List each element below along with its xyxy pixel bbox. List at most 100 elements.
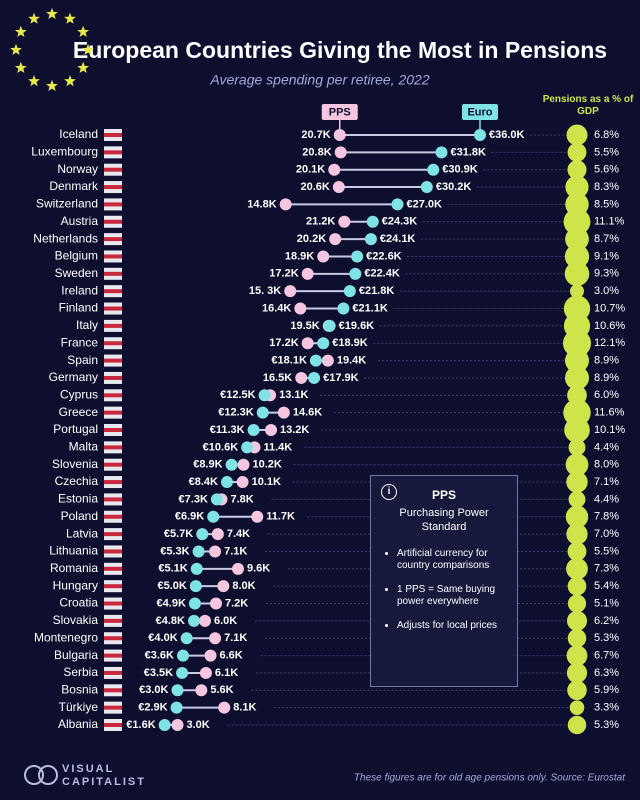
gdp-label: 8.9% (594, 354, 619, 366)
flag-stripe (104, 341, 122, 346)
flag-stripe (104, 480, 122, 485)
euro-label: €6.9K (175, 511, 204, 523)
gdp-label: 8.7% (594, 233, 619, 245)
country-label: Luxembourg (31, 145, 98, 159)
star (46, 79, 58, 91)
euro-dot (189, 580, 202, 593)
gdp-label: 3.0% (594, 285, 619, 297)
gdp-bubble (563, 329, 591, 358)
gdp-bubble (567, 142, 587, 162)
pps-dot (328, 163, 341, 176)
legend-header: Pensions as a % of GDP (542, 94, 634, 117)
flag-stripe (104, 167, 122, 172)
pps-label: 18.9K (285, 250, 314, 262)
euro-dot (171, 684, 184, 697)
country-label: Denmark (49, 179, 99, 193)
country-label: Norway (57, 162, 98, 176)
gdp-bubble (570, 284, 584, 299)
pps-label: 3.0K (187, 719, 210, 731)
flag (104, 476, 122, 489)
euro-label: €30.2K (436, 181, 472, 193)
star (28, 12, 40, 24)
pps-dot (317, 250, 330, 263)
euro-dot (309, 354, 322, 367)
flag (104, 614, 122, 627)
pps-label: 9.6K (247, 563, 270, 575)
gdp-label: 6.7% (594, 649, 619, 661)
pps-dot (232, 562, 244, 575)
star (14, 25, 27, 37)
gdp-bubble (566, 557, 588, 580)
gdp-bubble (565, 505, 589, 529)
pps-dot (217, 580, 230, 593)
euro-dot (323, 319, 336, 332)
euro-label: €22.4K (364, 268, 400, 280)
euro-dot (308, 371, 321, 384)
country-label: Hungary (53, 578, 98, 592)
gdp-label: 8.5% (594, 198, 619, 210)
country-label: Netherlands (33, 231, 98, 245)
euro-dot (337, 302, 350, 315)
legend-swatch (462, 104, 498, 120)
flag (104, 632, 122, 645)
gdp-label: 6.8% (594, 129, 619, 141)
pps-label: 7.1K (224, 632, 247, 644)
star (64, 12, 76, 24)
country-label: Cyprus (60, 387, 98, 401)
flag-stripe (104, 358, 122, 363)
country-label: Germany (49, 370, 98, 384)
logo-text: CAPITALIST (62, 776, 146, 788)
pps-dot (321, 354, 334, 367)
gdp-bubble (568, 438, 586, 456)
flag-stripe (104, 532, 122, 537)
country-label: Montenegro (34, 630, 98, 644)
flag-stripe (104, 445, 122, 450)
flag (104, 424, 122, 436)
pps-label: 16.5K (263, 372, 292, 384)
euro-label: €18.1K (271, 354, 307, 366)
gdp-bubble (566, 471, 588, 493)
pps-dot (237, 458, 250, 471)
euro-label: €12.3K (218, 407, 254, 419)
flag (104, 719, 122, 731)
flag (104, 285, 122, 298)
gdp-bubble (567, 594, 587, 613)
star (82, 43, 94, 55)
pps-label: 19.5K (290, 320, 319, 332)
gdp-bubble (564, 261, 590, 287)
gdp-label: 10.7% (594, 302, 625, 314)
flag-stripe (104, 618, 122, 623)
euro-dot (176, 666, 189, 679)
pps-dot (204, 649, 217, 662)
pps-label: 6.1K (215, 667, 238, 679)
flag-stripe (104, 410, 122, 415)
euro-label: €17.9K (323, 372, 359, 384)
country-label: Ireland (61, 283, 98, 297)
chart-title: European Countries Giving the Most in Pe… (73, 37, 607, 63)
gdp-label: 5.5% (594, 146, 619, 158)
star (64, 75, 76, 87)
pps-label: 20.1K (296, 164, 325, 176)
euro-dot (158, 719, 171, 731)
pps-dot (211, 528, 224, 541)
gdp-label: 7.0% (594, 528, 619, 540)
gdp-bubble (567, 680, 587, 701)
pps-label: 11.7K (266, 511, 295, 523)
flag (104, 510, 122, 523)
euro-label: €4.9K (157, 597, 186, 609)
gdp-label: 5.6% (594, 164, 619, 176)
flag (104, 649, 122, 662)
star (10, 43, 22, 55)
euro-label: €3.0K (139, 684, 168, 696)
pps-label: 14.6K (293, 407, 322, 419)
flag (104, 250, 122, 263)
euro-dot (474, 129, 486, 141)
star (77, 61, 90, 73)
flag-stripe (104, 462, 122, 467)
euro-label: €24.1K (380, 233, 416, 245)
euro-label: €2.9K (138, 702, 167, 714)
euro-dot (177, 649, 189, 662)
pps-dot (294, 302, 307, 315)
flag-stripe (104, 185, 122, 190)
